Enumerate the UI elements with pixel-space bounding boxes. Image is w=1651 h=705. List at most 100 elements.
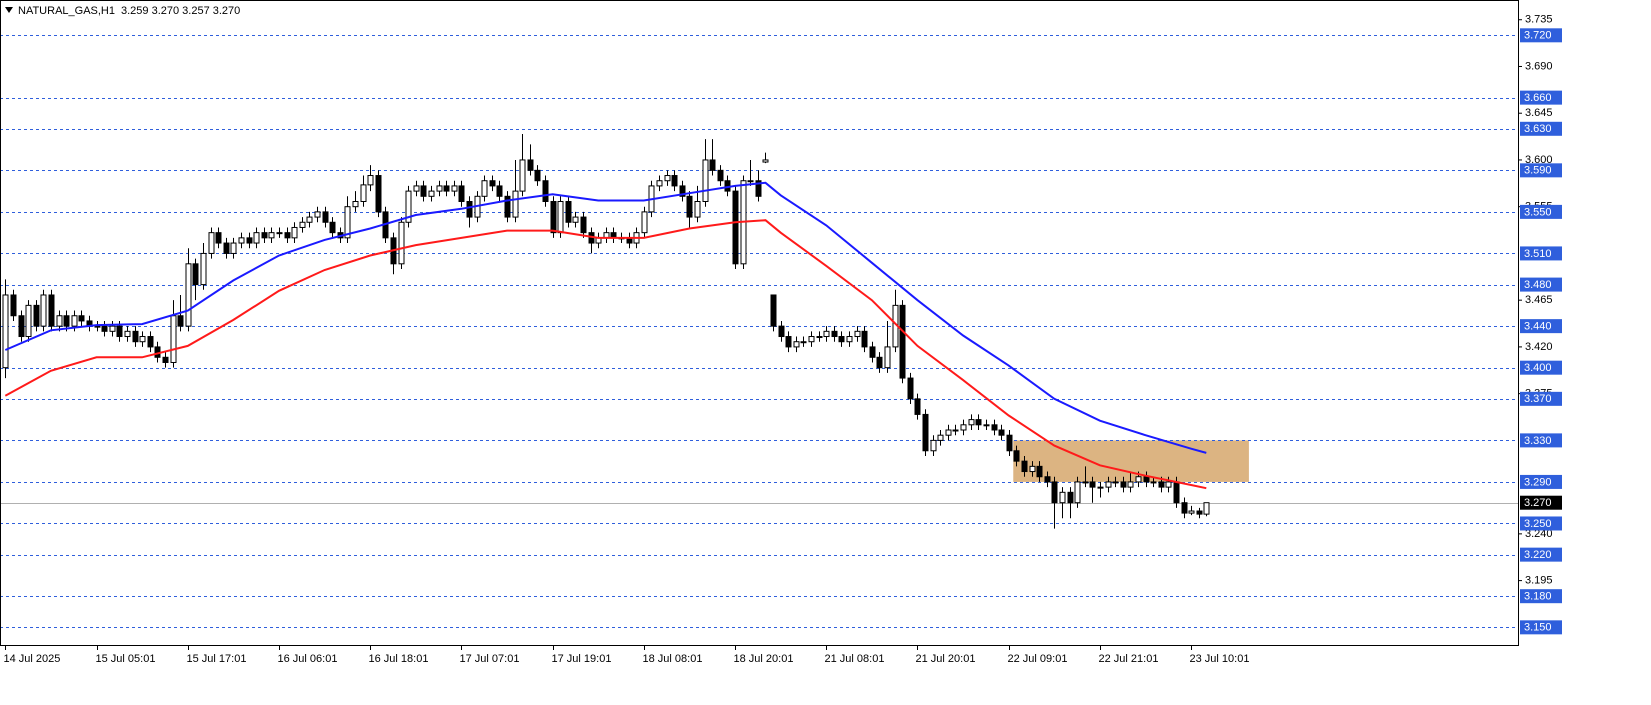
level-label: 3.290 bbox=[1524, 476, 1552, 488]
level-label-bg bbox=[1520, 589, 1562, 604]
candle-body bbox=[1173, 481, 1180, 504]
last-price-label: 3.270 bbox=[1524, 497, 1552, 509]
candle-body bbox=[185, 263, 192, 327]
candle-body bbox=[139, 336, 146, 343]
candle-body bbox=[846, 336, 853, 343]
candle-body bbox=[1059, 491, 1066, 504]
candle-body bbox=[785, 336, 792, 348]
candle-body bbox=[1112, 481, 1119, 484]
x-tick-label: 15 Jul 05:01 bbox=[96, 653, 156, 665]
candle-body bbox=[230, 242, 237, 254]
candle-body bbox=[451, 185, 458, 192]
candle-body bbox=[329, 221, 336, 234]
level-label-bg bbox=[1520, 547, 1562, 562]
candle-body bbox=[360, 184, 367, 202]
level-label-bg bbox=[1520, 90, 1562, 105]
candle-body bbox=[1188, 510, 1195, 514]
candle-body bbox=[899, 304, 906, 379]
candle-body bbox=[580, 216, 587, 234]
x-tick-label: 21 Jul 08:01 bbox=[825, 653, 885, 665]
candle-body bbox=[1135, 476, 1142, 483]
candle-body bbox=[420, 185, 427, 197]
y-tick-label: 3.600 bbox=[1525, 154, 1553, 166]
level-label: 3.440 bbox=[1524, 321, 1552, 333]
candle-body bbox=[215, 232, 222, 244]
candle-body bbox=[284, 232, 291, 239]
candle-body bbox=[557, 200, 564, 234]
candle-body bbox=[778, 325, 785, 338]
candle-body bbox=[717, 169, 724, 182]
candle-body bbox=[276, 232, 283, 235]
candle-body bbox=[1203, 502, 1210, 515]
candle-body bbox=[496, 185, 503, 197]
candle-body bbox=[223, 242, 230, 254]
candle-body bbox=[534, 169, 541, 182]
candle-body bbox=[907, 377, 914, 400]
y-tick-label: 3.240 bbox=[1525, 528, 1553, 540]
symbol-menu-icon[interactable] bbox=[5, 7, 13, 13]
candle-body bbox=[94, 325, 101, 328]
candle-body bbox=[413, 185, 420, 192]
candle-body bbox=[147, 336, 154, 348]
level-label: 3.630 bbox=[1524, 123, 1552, 135]
candle-body bbox=[1067, 491, 1074, 504]
candle-body bbox=[2, 294, 9, 369]
candle-body bbox=[838, 336, 845, 343]
candle-body bbox=[991, 424, 998, 431]
candle-body bbox=[823, 330, 830, 338]
x-tick-label: 18 Jul 20:01 bbox=[734, 653, 794, 665]
level-label-bg bbox=[1520, 28, 1562, 43]
candle-body bbox=[200, 252, 207, 286]
candle-body bbox=[679, 185, 686, 197]
candle-body bbox=[1006, 434, 1013, 452]
x-tick-label: 16 Jul 06:01 bbox=[278, 653, 338, 665]
candle-body bbox=[975, 419, 982, 426]
candle-body bbox=[375, 175, 382, 213]
candle-body bbox=[1051, 481, 1058, 504]
candle-body bbox=[1097, 486, 1104, 489]
candle-body bbox=[800, 341, 807, 344]
x-tick-label: 14 Jul 2025 bbox=[4, 653, 61, 665]
candle-body bbox=[960, 424, 967, 431]
y-tick-label: 3.690 bbox=[1525, 60, 1553, 72]
plot-area bbox=[0, 35, 1518, 628]
candle-body bbox=[945, 429, 952, 436]
candle-body bbox=[268, 232, 275, 239]
candle-body bbox=[854, 330, 861, 338]
candle-body bbox=[367, 175, 374, 186]
candle-body bbox=[686, 195, 693, 218]
candle-body bbox=[1013, 450, 1020, 462]
candle-body bbox=[808, 336, 815, 343]
candle-body bbox=[56, 315, 63, 327]
candle-body bbox=[542, 180, 549, 202]
candle-body bbox=[40, 294, 47, 327]
candle-body bbox=[63, 315, 70, 327]
candle-body bbox=[33, 304, 40, 327]
candle-body bbox=[132, 330, 139, 343]
candle-body bbox=[671, 175, 678, 187]
candle-body bbox=[914, 398, 921, 415]
candle-body bbox=[253, 232, 260, 244]
candle-body bbox=[527, 159, 534, 171]
level-label: 3.370 bbox=[1524, 393, 1552, 405]
candle-body bbox=[1150, 481, 1157, 484]
candle-body bbox=[504, 195, 511, 218]
candle-body bbox=[1127, 481, 1134, 488]
x-tick-label: 16 Jul 18:01 bbox=[369, 653, 429, 665]
candle-body bbox=[261, 232, 268, 239]
candle-body bbox=[709, 159, 716, 171]
level-label-bg bbox=[1520, 391, 1562, 406]
level-label: 3.550 bbox=[1524, 206, 1552, 218]
candle-body bbox=[10, 294, 17, 317]
candle-body bbox=[816, 336, 823, 339]
candle-body bbox=[702, 159, 709, 202]
candle-body bbox=[572, 216, 579, 223]
candle-body bbox=[1143, 476, 1150, 483]
candle-body bbox=[25, 304, 32, 338]
level-label: 3.660 bbox=[1524, 92, 1552, 104]
candle-body bbox=[550, 200, 557, 234]
level-label: 3.510 bbox=[1524, 248, 1552, 260]
level-label: 3.590 bbox=[1524, 165, 1552, 177]
candle-body bbox=[937, 434, 944, 441]
